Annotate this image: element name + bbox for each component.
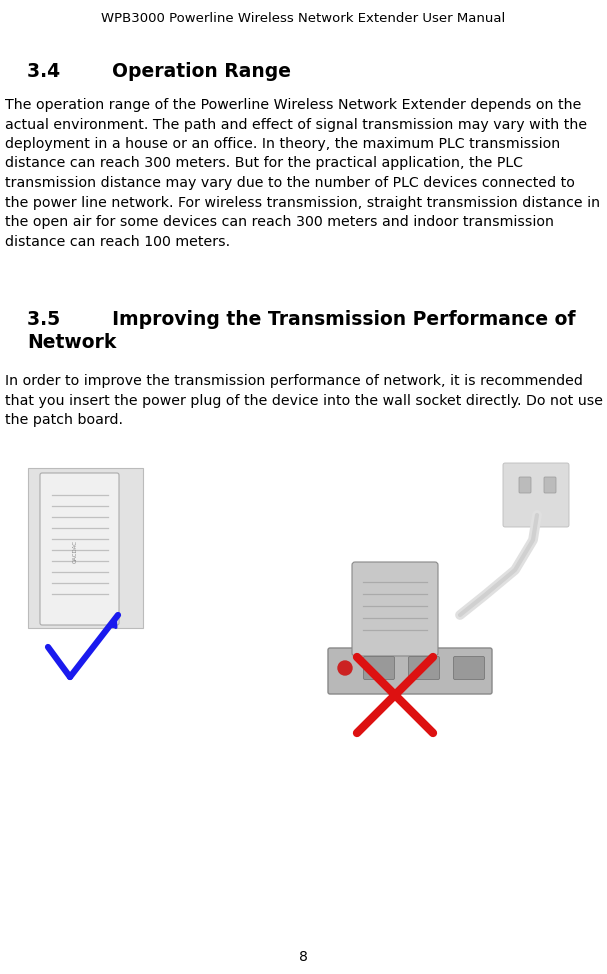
Text: the patch board.: the patch board. bbox=[5, 413, 123, 427]
Text: distance can reach 100 meters.: distance can reach 100 meters. bbox=[5, 235, 230, 248]
FancyBboxPatch shape bbox=[352, 562, 438, 656]
Text: In order to improve the transmission performance of network, it is recommended: In order to improve the transmission per… bbox=[5, 374, 583, 388]
Text: OACDAC: OACDAC bbox=[72, 540, 78, 563]
Text: Network: Network bbox=[27, 333, 117, 352]
FancyBboxPatch shape bbox=[519, 477, 531, 493]
Circle shape bbox=[338, 661, 352, 675]
Text: actual environment. The path and effect of signal transmission may vary with the: actual environment. The path and effect … bbox=[5, 118, 587, 131]
Text: 3.4        Operation Range: 3.4 Operation Range bbox=[27, 62, 291, 81]
Text: WPB3000 Powerline Wireless Network Extender User Manual: WPB3000 Powerline Wireless Network Exten… bbox=[101, 12, 506, 25]
FancyBboxPatch shape bbox=[453, 656, 484, 680]
Text: 8: 8 bbox=[299, 950, 308, 964]
FancyBboxPatch shape bbox=[40, 473, 119, 625]
Text: transmission distance may vary due to the number of PLC devices connected to: transmission distance may vary due to th… bbox=[5, 176, 575, 190]
Text: The operation range of the Powerline Wireless Network Extender depends on the: The operation range of the Powerline Wir… bbox=[5, 98, 582, 112]
FancyBboxPatch shape bbox=[544, 477, 556, 493]
FancyBboxPatch shape bbox=[328, 648, 492, 694]
Text: distance can reach 300 meters. But for the practical application, the PLC: distance can reach 300 meters. But for t… bbox=[5, 157, 523, 170]
Text: 3.5        Improving the Transmission Performance of: 3.5 Improving the Transmission Performan… bbox=[27, 310, 575, 329]
FancyBboxPatch shape bbox=[503, 463, 569, 527]
Text: deployment in a house or an office. In theory, the maximum PLC transmission: deployment in a house or an office. In t… bbox=[5, 137, 560, 151]
FancyBboxPatch shape bbox=[28, 468, 143, 628]
FancyBboxPatch shape bbox=[409, 656, 439, 680]
Text: the power line network. For wireless transmission, straight transmission distanc: the power line network. For wireless tra… bbox=[5, 196, 600, 209]
Text: the open air for some devices can reach 300 meters and indoor transmission: the open air for some devices can reach … bbox=[5, 215, 554, 229]
Text: that you insert the power plug of the device into the wall socket directly. Do n: that you insert the power plug of the de… bbox=[5, 393, 603, 407]
FancyBboxPatch shape bbox=[364, 656, 395, 680]
